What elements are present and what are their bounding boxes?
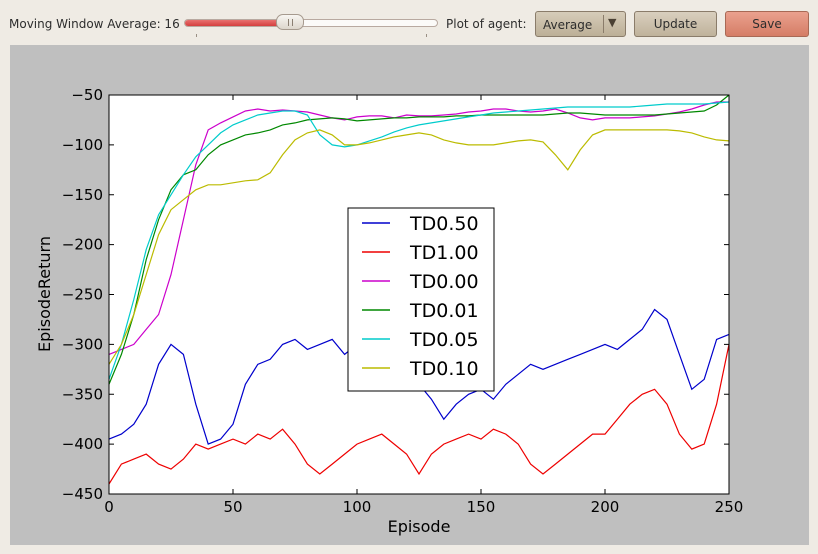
y-tick-label: −450: [62, 485, 103, 503]
legend-label: TD1.00: [409, 242, 479, 264]
y-tick-label: −350: [62, 385, 103, 403]
y-tick-label: −100: [62, 136, 103, 154]
legend-label: TD0.50: [409, 213, 479, 235]
slider-tick: [196, 34, 197, 37]
plot-of-agent-label: Plot of agent:: [446, 17, 527, 31]
legend: [347, 207, 495, 392]
y-tick-label: −150: [62, 186, 103, 204]
series-line-td0-01: [108, 94, 730, 385]
y-tick-label: −250: [62, 286, 103, 304]
series-line-td0-00: [108, 101, 729, 355]
series-line-td0-10: [108, 129, 730, 365]
slider-handle[interactable]: [276, 14, 304, 30]
slider-track[interactable]: [184, 19, 438, 27]
y-tick-label: −200: [62, 236, 103, 254]
line-chart: 0 50 100 150 200 250 −50 −100 −150 −200 −250 −300 −3…: [35, 86, 744, 536]
x-axis-label: Episode: [388, 517, 451, 536]
x-tick-label: 50: [223, 498, 242, 516]
slider-fill: [185, 20, 283, 26]
y-tick-label: −400: [62, 435, 103, 453]
dropdown-arrow-icon[interactable]: ▼: [608, 16, 617, 29]
plot-panel: 0 50 100 150 200 250 −50 −100 −150 −200 −250 −300 −3…: [10, 45, 809, 545]
save-button[interactable]: Save: [725, 11, 809, 37]
x-tick-label: 0: [104, 498, 114, 516]
x-tick-label: 250: [715, 498, 744, 516]
legend-label: TD0.00: [409, 271, 479, 293]
toolbar: Moving Window Average: 16 Plot of agent:…: [0, 0, 818, 46]
agent-select[interactable]: Average ▼: [535, 11, 626, 37]
y-tick-label: −300: [62, 335, 103, 353]
legend-label: TD0.05: [409, 329, 479, 351]
update-button[interactable]: Update: [634, 11, 717, 37]
x-tick-label: 150: [467, 498, 496, 516]
select-divider: [603, 15, 604, 33]
y-axis-label: EpisodeReturn: [35, 236, 54, 352]
slider-tick: [426, 34, 427, 37]
x-tick-label: 100: [343, 498, 372, 516]
agent-select-value: Average: [543, 18, 593, 32]
y-tick-label: −50: [71, 86, 103, 104]
series-line-td0-05: [108, 101, 730, 380]
moving-window-slider[interactable]: [184, 14, 438, 38]
moving-window-label: Moving Window Average: 16: [9, 17, 180, 31]
series-line-td1-00: [108, 344, 730, 485]
x-tick-label: 200: [591, 498, 620, 516]
legend-label: TD0.01: [409, 300, 479, 322]
legend-label: TD0.10: [409, 358, 479, 380]
